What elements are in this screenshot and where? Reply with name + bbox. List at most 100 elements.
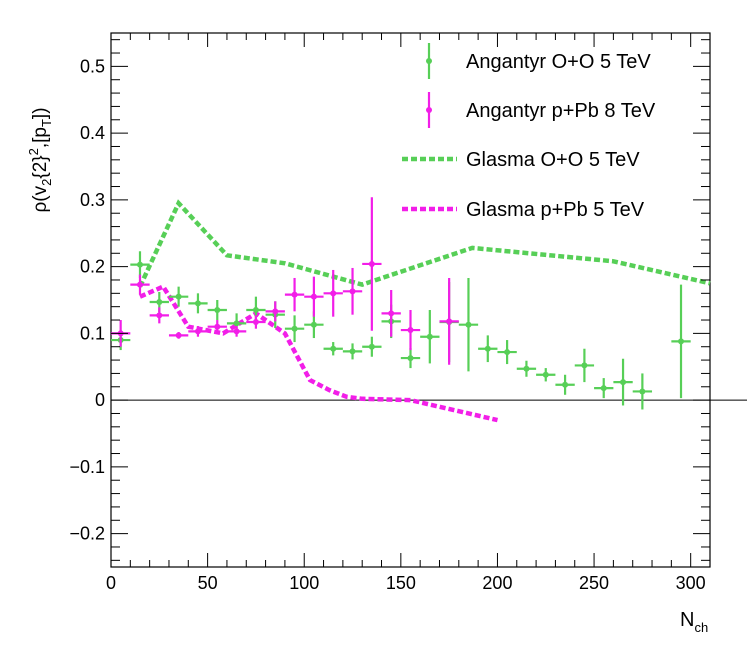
series-glasma-o-o-5-tev — [137, 199, 711, 288]
data-point — [439, 277, 459, 365]
point-marker — [252, 307, 259, 314]
axis-layer: 0 50 100 150 200 250 300 −0.2 −0.1 0 0.1 0.2 0.3 0.4 0… — [69, 33, 710, 593]
data-point — [613, 358, 633, 406]
x-tick-label: 100 — [289, 573, 319, 593]
point-marker — [349, 288, 356, 295]
point-marker — [620, 379, 627, 386]
x-tick-label: 50 — [198, 573, 218, 593]
data-point — [362, 197, 382, 331]
data-point — [342, 343, 363, 360]
point-marker — [175, 293, 182, 300]
point-marker — [272, 308, 279, 315]
data-point — [207, 320, 227, 334]
data-point — [671, 284, 691, 399]
y-axis-label: ρ(v2{2}2,[pT]) — [26, 107, 54, 212]
point-marker — [214, 323, 221, 330]
point-marker — [426, 333, 433, 340]
point-marker — [233, 328, 240, 335]
data-point — [168, 332, 189, 339]
y-label-mid: ,[p — [30, 127, 51, 148]
data-point — [400, 348, 421, 369]
data-point — [149, 307, 169, 324]
data-point — [458, 277, 479, 372]
data-point — [188, 293, 208, 314]
plot-frame — [110, 32, 711, 568]
y-tick-label: −0.2 — [69, 524, 105, 544]
point-marker — [465, 321, 472, 328]
point-marker — [349, 348, 356, 355]
x-tick-label: 0 — [106, 573, 116, 593]
data-point — [188, 326, 208, 337]
y-label-end: ]) — [30, 107, 51, 119]
x-tick-label: 300 — [676, 573, 706, 593]
data-point — [130, 274, 150, 295]
legend-label: Glasma p+Pb 5 TeV — [466, 199, 645, 221]
point-marker — [136, 281, 143, 288]
data-point — [632, 373, 653, 410]
y-tick-label: 0 — [95, 390, 105, 410]
point-marker — [214, 307, 221, 314]
x-tick-label: 150 — [386, 573, 416, 593]
point-marker — [291, 291, 298, 298]
legend-label: Glasma O+O 5 TeV — [466, 149, 640, 171]
point-marker — [504, 349, 511, 356]
data-point — [207, 300, 227, 321]
y-label-sup2: 2 — [26, 148, 41, 155]
point-marker — [291, 325, 298, 332]
point-marker — [562, 381, 569, 388]
data-point — [555, 374, 575, 395]
legend-layer: Angantyr O+O 5 TeV Angantyr p+Pb 8 TeV Gla… — [402, 43, 656, 221]
y-tick-label: 0.5 — [80, 56, 105, 76]
legend-entry-glasma-o-o-5-tev: Glasma O+O 5 TeV — [402, 149, 640, 171]
x-axis-label-main: N — [680, 609, 694, 631]
point-marker — [542, 371, 549, 378]
y-tick-label: 0.3 — [80, 190, 105, 210]
data-point — [246, 315, 266, 329]
point-marker — [678, 338, 685, 345]
y-label-rho: ρ(v — [30, 185, 51, 212]
legend-marker-swatch — [426, 58, 432, 64]
data-point — [574, 348, 595, 383]
plot-border — [110, 32, 711, 568]
data-point — [400, 310, 421, 351]
data-point — [362, 336, 382, 357]
series-angantyr-p-pb-8-tev — [111, 197, 459, 365]
legend-entry-angantyr-o-o-5-tev: Angantyr O+O 5 TeV — [426, 43, 651, 79]
legend-marker-swatch — [426, 107, 432, 113]
point-marker — [233, 320, 240, 327]
data-point — [226, 326, 247, 337]
point-marker — [446, 318, 453, 325]
data-point — [265, 301, 285, 322]
legend-entry-glasma-p-pb-5-tev: Glasma p+Pb 5 TeV — [402, 199, 645, 221]
series-line — [139, 283, 499, 423]
point-marker — [252, 319, 259, 326]
point-marker — [175, 332, 182, 339]
point-marker — [368, 343, 375, 350]
data-point — [304, 276, 324, 317]
point-marker — [310, 321, 317, 328]
point-marker — [581, 362, 588, 369]
data-point — [323, 269, 343, 317]
point-marker — [600, 385, 607, 392]
series-glasma-p-pb-5-tev — [139, 283, 499, 423]
point-marker — [330, 345, 337, 352]
data-point — [323, 342, 343, 356]
point-marker — [156, 299, 163, 306]
y-label-brace: {2} — [30, 155, 51, 178]
point-marker — [136, 261, 143, 268]
data-point — [168, 286, 189, 307]
point-marker — [368, 260, 375, 267]
point-marker — [523, 365, 530, 372]
data-point — [478, 335, 498, 363]
x-axis-label: Nch — [680, 609, 708, 635]
legend-label: Angantyr p+Pb 8 TeV — [466, 100, 656, 122]
legend-entry-angantyr-p-pb-8-tev: Angantyr p+Pb 8 TeV — [426, 92, 656, 128]
point-marker — [484, 345, 491, 352]
y-tick-label: 0.2 — [80, 257, 105, 277]
y-tick-label: −0.1 — [69, 457, 105, 477]
y-tick-label: 0.4 — [80, 123, 105, 143]
data-point — [130, 251, 150, 278]
data-point — [381, 289, 401, 337]
data-point — [284, 315, 305, 343]
data-point — [497, 340, 517, 365]
